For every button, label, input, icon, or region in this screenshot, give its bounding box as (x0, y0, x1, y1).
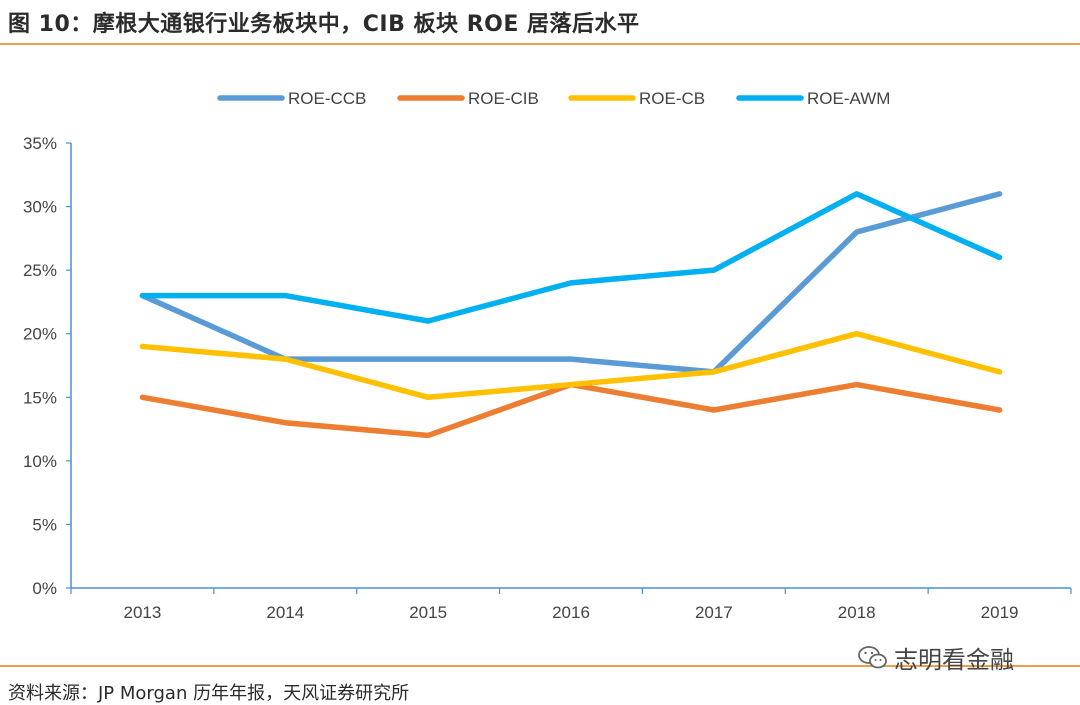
figure-title: 图 10：摩根大通银行业务板块中，CIB 板块 ROE 居落后水平 (8, 12, 640, 37)
y-tick-label: 20% (23, 325, 57, 344)
series-line-roe-awm (139, 191, 1003, 324)
chart-legend: ROE-CCB ROE-CIB ROE-CB ROE-AWM (217, 89, 890, 108)
y-tick-label: 30% (23, 198, 57, 217)
legend-label: ROE-CB (639, 89, 705, 108)
x-tick-label: 2014 (266, 603, 304, 622)
source-note: 资料来源：JP Morgan 历年年报，天风证券研究所 (8, 683, 410, 704)
legend-label: ROE-CCB (288, 89, 366, 108)
x-tick-label: 2013 (124, 603, 162, 622)
bottom-divider (0, 665, 1080, 667)
y-tick-label: 35% (23, 134, 57, 153)
line-chart: ROE-CCB ROE-CIB ROE-CB ROE-AWM 0% 5% 10% 15% 20… (23, 89, 1072, 622)
y-tick-label: 25% (23, 261, 57, 280)
y-tick-label: 0% (32, 579, 57, 598)
chart-axes: 0% 5% 10% 15% 20% 25% 30% 35% 2013 2014 2015 2016 20… (23, 134, 1072, 622)
x-tick-label: 2016 (552, 603, 590, 622)
x-tick-label: 2017 (695, 603, 733, 622)
watermark: 志明看金融 (858, 640, 1014, 675)
legend-label: ROE-AWM (807, 89, 890, 108)
watermark-text: 志明看金融 (894, 646, 1014, 674)
wechat-icon (858, 645, 887, 668)
top-divider (0, 43, 1080, 45)
chart-series (139, 191, 1003, 439)
x-tick-label: 2015 (409, 603, 447, 622)
x-tick-label: 2019 (981, 603, 1019, 622)
y-tick-label: 15% (23, 388, 57, 407)
x-tick-label: 2018 (838, 603, 876, 622)
y-tick-label: 10% (23, 452, 57, 471)
series-line-roe-cib (139, 381, 1003, 439)
y-tick-label: 5% (32, 515, 57, 534)
legend-label: ROE-CIB (468, 89, 539, 108)
